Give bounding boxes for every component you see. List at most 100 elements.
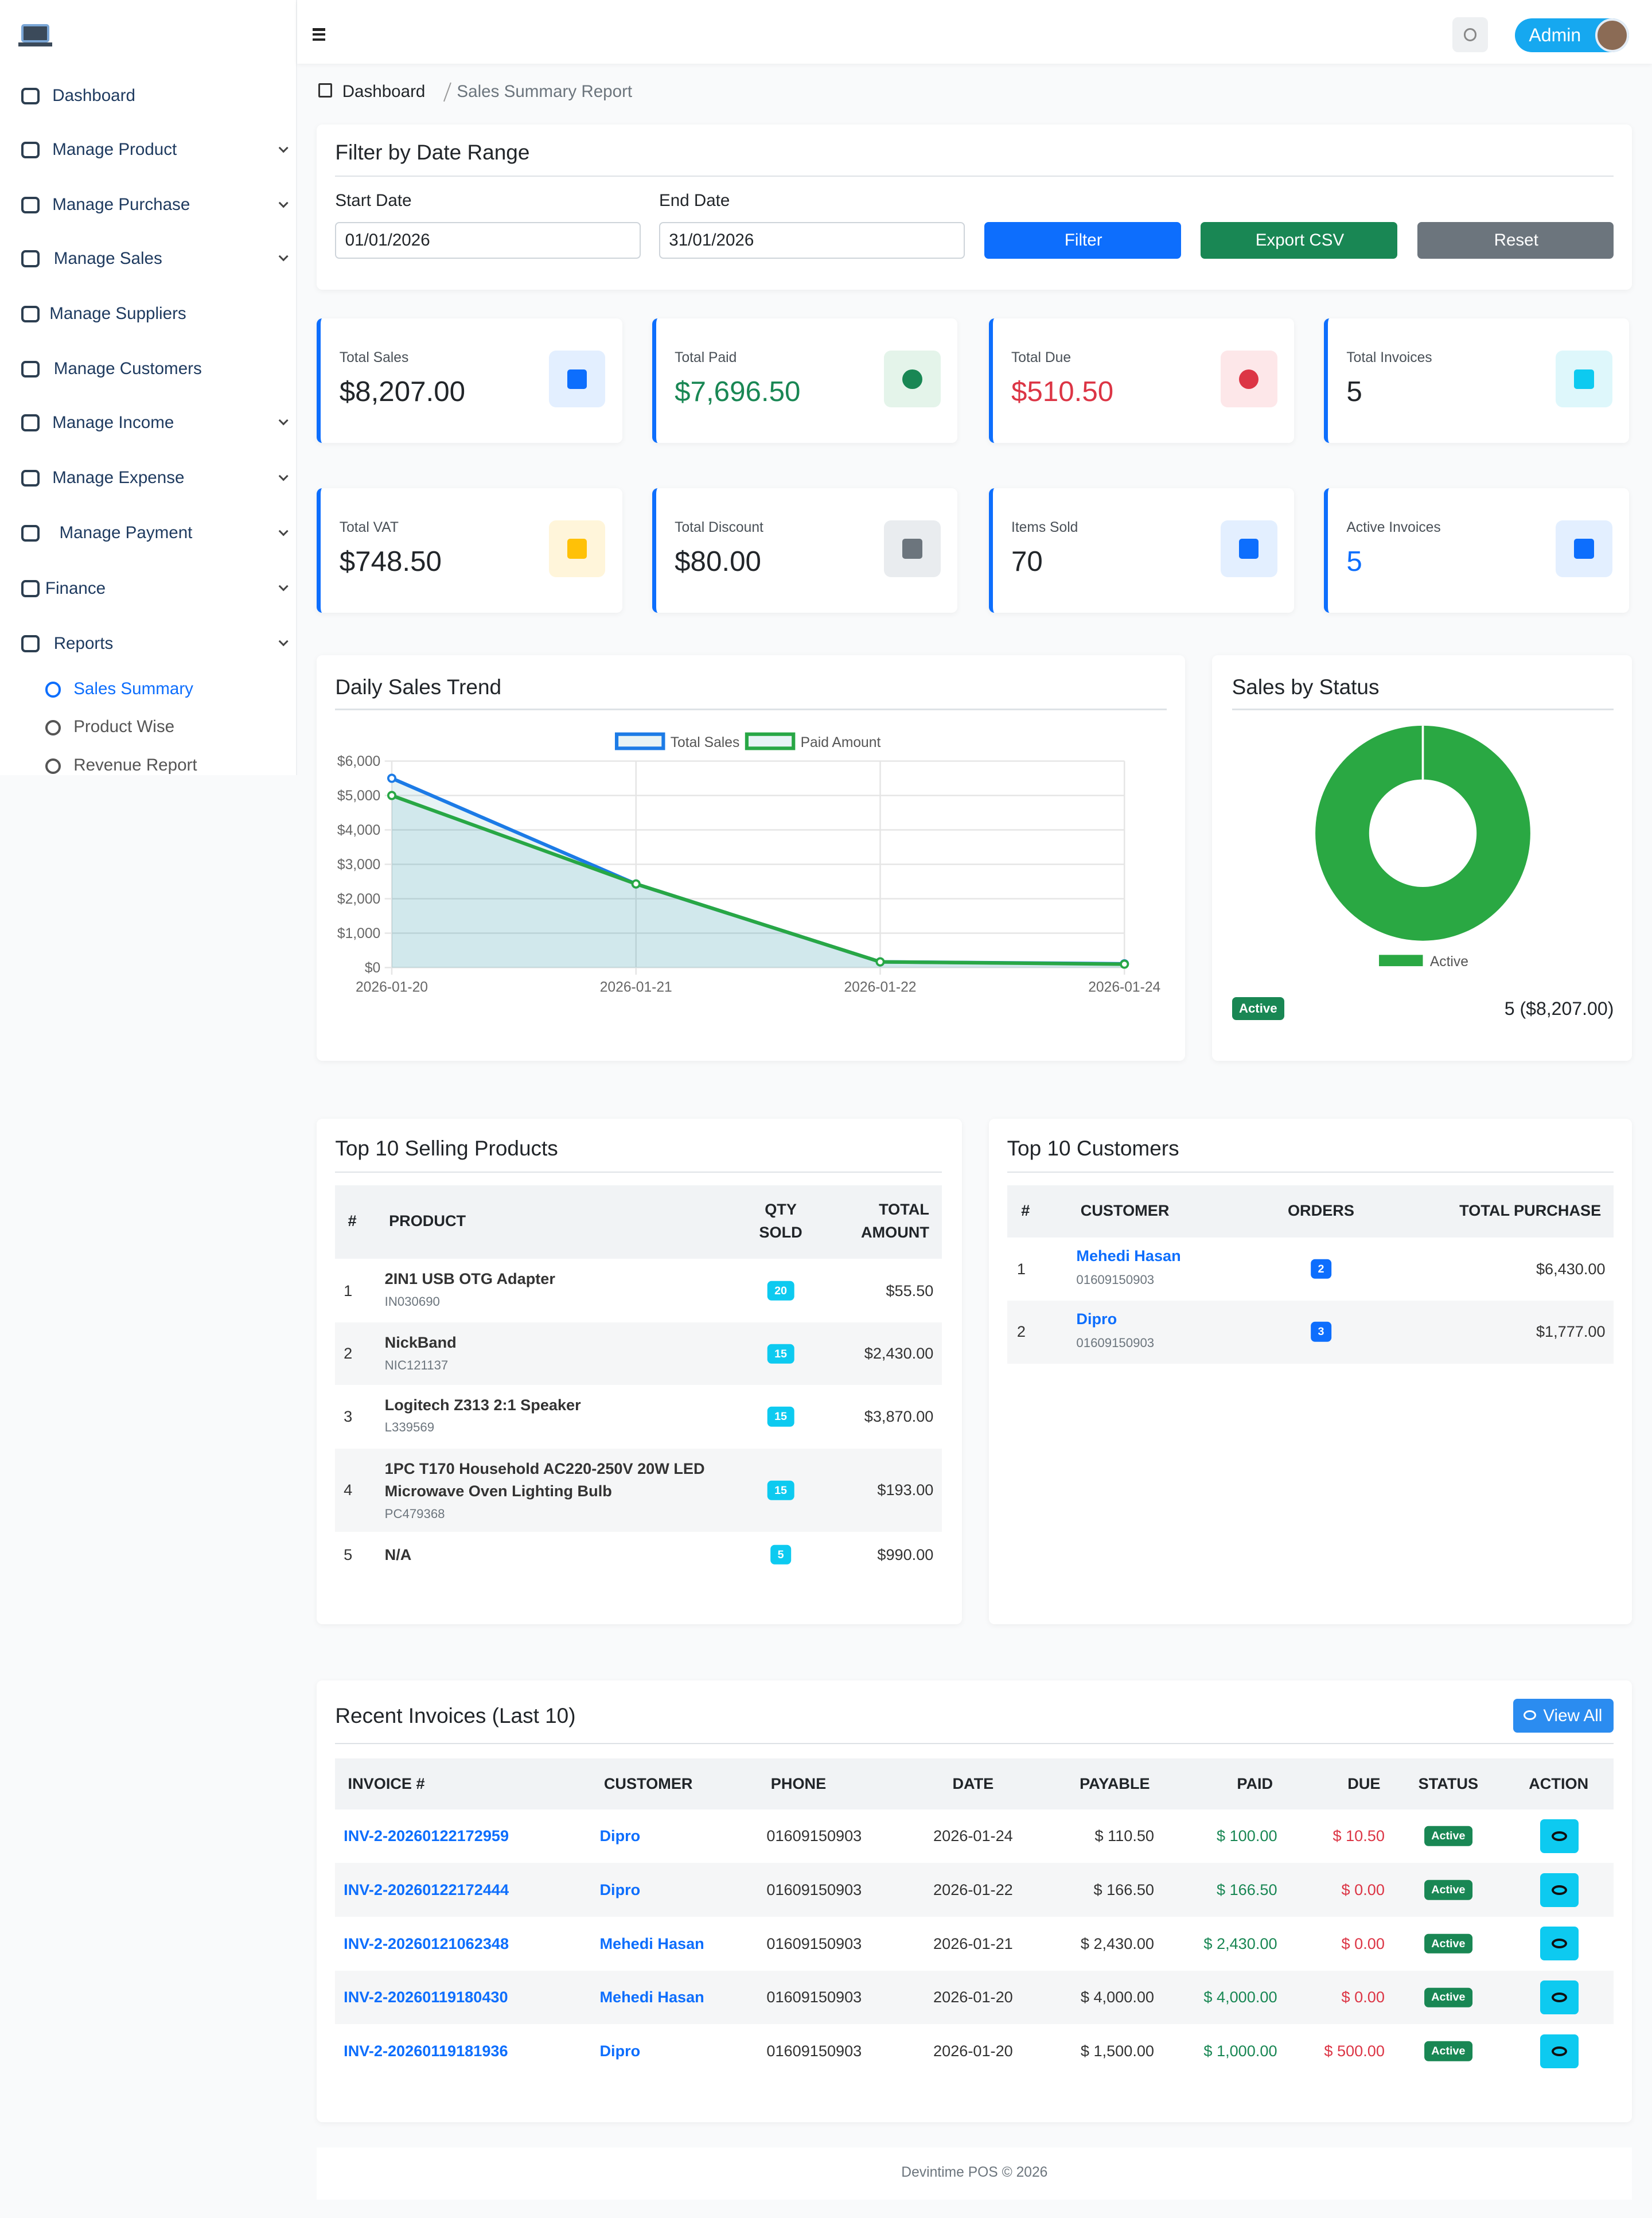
menu-item[interactable]: Manage Expense [52,468,185,488]
orders-badge: 3 [1311,1322,1331,1342]
invoice-date: 2026-01-22 [933,1880,1013,1898]
column-header: TOTAL PURCHASE [1459,1201,1602,1220]
submenu-item[interactable]: Product Wise [73,717,175,737]
card-title: Daily Sales Trend [335,675,502,699]
button[interactable] [1201,222,1398,259]
card-title: Top 10 Customers [1007,1136,1179,1160]
menu-item[interactable]: Reports [53,633,114,653]
breadcrumb-home[interactable]: Dashboard [342,82,426,102]
product-name: N/A [384,1546,412,1564]
date-value: 31/01/2026 [669,230,754,250]
menu-icon [21,250,40,267]
invoice-due: $ 0.00 [1341,1988,1385,2006]
invoice-number[interactable]: INV-2-20260119181936 [344,2042,508,2060]
rank: 4 [344,1481,353,1499]
column-header: DUE [1347,1775,1381,1793]
table-stripe [335,1448,942,1532]
rank: 1 [1016,1259,1026,1278]
menu-item[interactable]: Manage Sales [53,249,162,269]
stat-value: $8,207.00 [339,376,466,408]
customer-name[interactable]: Dipro [1076,1310,1117,1328]
product-total: $990.00 [877,1545,934,1563]
column-header: PRODUCT [389,1211,466,1229]
stat-value: $7,696.50 [675,376,801,408]
menu-icon [21,414,40,432]
stat-icon-glyph [902,369,922,390]
menu-item[interactable]: Manage Suppliers [49,304,186,324]
invoice-customer[interactable]: Dipro [599,2042,641,2060]
submenu-item[interactable]: Sales Summary [73,679,193,698]
button-label: Export CSV [1255,230,1345,250]
column-header: ACTION [1529,1775,1589,1793]
column-header: PAID [1237,1775,1273,1793]
invoice-due: $ 0.00 [1341,1880,1385,1898]
date-input[interactable] [335,222,641,259]
table-header [335,1185,942,1259]
moon-icon [1463,28,1477,41]
stat-label: Total Sales [339,349,409,365]
button[interactable] [984,222,1181,259]
menu-icon [21,635,40,652]
menu-item[interactable]: Manage Customers [53,359,202,379]
stat-value: 5 [1346,376,1362,408]
menu-item[interactable]: Manage Purchase [52,195,190,215]
invoice-phone: 01609150903 [766,1934,862,1952]
menu-item[interactable]: Manage Payment [59,523,193,543]
product-name: 1PC T170 Household AC220-250V 20W LED Mi… [384,1459,705,1500]
stat-icon-glyph [567,369,587,390]
rank: 2 [1016,1322,1026,1341]
invoice-phone: 01609150903 [766,1988,862,2006]
divider [1007,1171,1614,1173]
invoice-date: 2026-01-21 [933,1934,1013,1952]
customer-name[interactable]: Mehedi Hasan [1076,1247,1181,1265]
date-input[interactable] [659,222,965,259]
menu-item[interactable]: Dashboard [52,86,135,106]
orders-badge: 2 [1311,1259,1331,1279]
menu-icon [21,469,40,487]
menu-icon [21,196,40,214]
qty-badge: 15 [767,1344,794,1364]
status-badge: Active [1424,2041,1472,2061]
invoice-customer[interactable]: Dipro [599,1880,641,1898]
stat-value: $748.50 [339,546,442,578]
table-stripe [335,1863,1614,1917]
product-total: $2,430.00 [864,1344,934,1363]
invoice-payable: $ 2,430.00 [1080,1934,1155,1952]
menu-item[interactable]: Finance [45,578,106,598]
stat-label: Total Invoices [1346,349,1432,365]
invoice-paid: $ 4,000.00 [1203,1988,1277,2006]
invoice-number[interactable]: INV-2-20260122172959 [344,1827,509,1845]
stat-label: Total VAT [339,519,399,535]
submenu-bullet [45,682,61,698]
invoice-date: 2026-01-24 [933,1827,1013,1845]
product-total: $3,870.00 [864,1407,934,1426]
column-header: CUSTOMER [1080,1201,1170,1220]
menu-icon [21,141,40,159]
button-label: View All [1543,1706,1603,1725]
product-cell: NickBand NIC121137 [385,1331,724,1376]
invoice-number[interactable]: INV-2-20260122172444 [344,1880,509,1898]
invoice-customer[interactable]: Mehedi Hasan [599,1988,704,2006]
product-total: $55.50 [886,1281,934,1299]
status-badge: Active [1424,1987,1472,2007]
submenu-item[interactable]: Revenue Report [73,755,197,775]
button[interactable] [1417,222,1614,259]
column-header: CUSTOMER [603,1775,693,1793]
invoice-customer[interactable]: Mehedi Hasan [599,1934,704,1952]
invoice-customer[interactable]: Dipro [599,1827,641,1845]
divider [335,175,1614,177]
invoice-number[interactable]: INV-2-20260121062348 [344,1934,509,1952]
invoice-due: $ 500.00 [1324,2042,1385,2060]
stat-label: Total Discount [675,519,763,535]
invoice-number[interactable]: INV-2-20260119180430 [344,1988,508,2006]
card-title: Sales by Status [1232,675,1380,699]
menu-item[interactable]: Manage Product [52,140,177,159]
logo-base [18,42,53,47]
stat-icon-glyph [1574,539,1594,559]
product-cell: N/A [385,1543,724,1566]
menu-item[interactable]: Manage Income [52,413,174,433]
breadcrumb-separator [443,82,452,102]
column-header: STATUS [1418,1775,1479,1793]
invoice-paid: $ 100.00 [1217,1827,1277,1845]
stat-label: Total Paid [675,349,737,365]
